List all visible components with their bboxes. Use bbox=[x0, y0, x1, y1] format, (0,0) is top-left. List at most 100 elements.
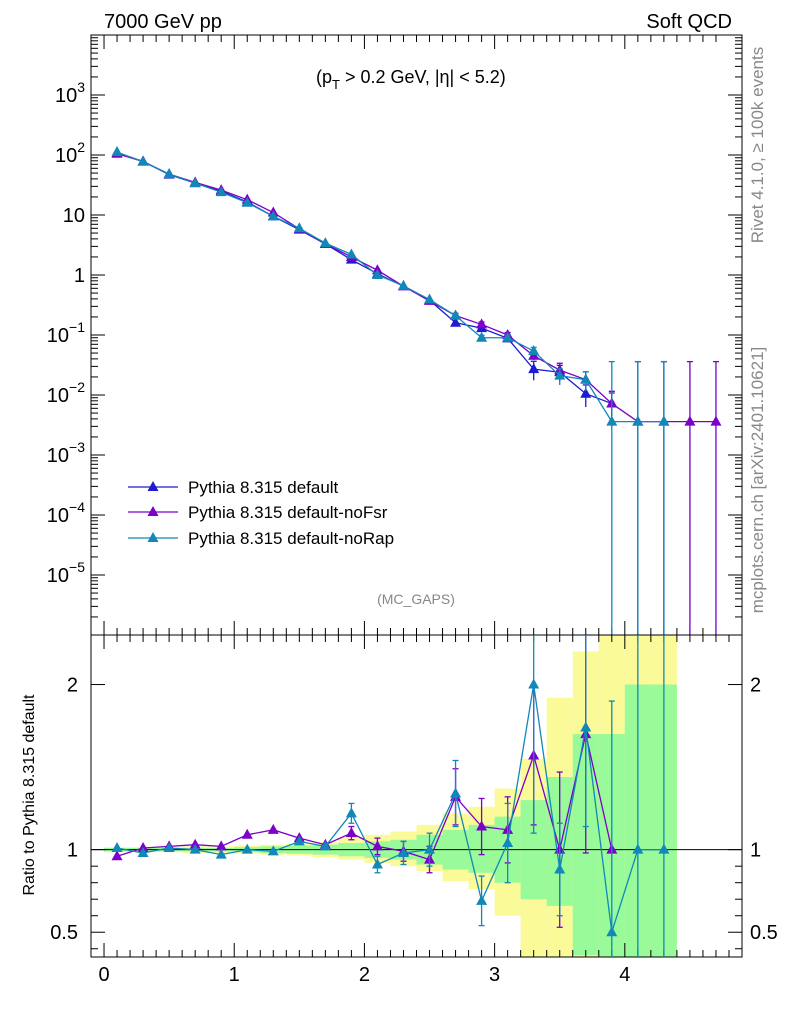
ratio-data-point bbox=[450, 787, 462, 798]
main-data-point bbox=[241, 196, 253, 207]
ratio-xtick-label: 1 bbox=[229, 964, 240, 986]
ratio-bands bbox=[104, 635, 677, 957]
ratio-data-point bbox=[241, 828, 253, 839]
ratio-series bbox=[111, 635, 670, 957]
ratio-xtick-label: 4 bbox=[619, 964, 630, 986]
ratio-ytick-label-right: 2 bbox=[750, 675, 761, 697]
main-series-line bbox=[116, 151, 613, 405]
cut-annotation: (pT > 0.2 GeV, |η| < 5.2) bbox=[316, 67, 506, 92]
legend-entry-norap: Pythia 8.315 default-noRap bbox=[128, 529, 394, 548]
ratio-data-point bbox=[371, 858, 383, 869]
ratio-data-point bbox=[476, 820, 488, 831]
main-data-point bbox=[580, 387, 592, 398]
ratio-data-point bbox=[345, 827, 357, 838]
main-data-point bbox=[319, 237, 331, 248]
ratio-data-point bbox=[267, 823, 279, 834]
main-data-point bbox=[476, 331, 488, 342]
ratio-data-point bbox=[476, 894, 488, 905]
legend-entry-nofsr: Pythia 8.315 default-noFsr bbox=[128, 503, 388, 522]
main-ytick-label: 10−4 bbox=[47, 499, 85, 527]
main-data-point bbox=[215, 186, 227, 197]
legend: Pythia 8.315 default Pythia 8.315 defaul… bbox=[128, 478, 394, 548]
main-data-point bbox=[632, 415, 644, 426]
header-process-label: Soft QCD bbox=[646, 11, 732, 33]
ratio-data-point bbox=[189, 843, 201, 854]
header-collision-label: 7000 GeV pp bbox=[104, 11, 222, 33]
main-data-point bbox=[111, 146, 123, 157]
main-data-point bbox=[684, 415, 696, 426]
main-data-point bbox=[345, 248, 357, 259]
ratio-ytick-label-left: 1 bbox=[67, 840, 78, 862]
main-data-point bbox=[293, 222, 305, 233]
legend-entry-default: Pythia 8.315 default bbox=[128, 478, 339, 497]
mcplots-label: mcplots.cern.ch [arXiv:2401.10621] bbox=[748, 347, 767, 613]
main-data-point bbox=[450, 316, 462, 327]
main-data-point bbox=[397, 279, 409, 290]
ratio-data-point bbox=[215, 848, 227, 859]
main-ytick-label: 10 bbox=[63, 205, 85, 227]
ratio-data-point bbox=[371, 840, 383, 851]
main-data-point bbox=[424, 293, 436, 304]
ratio-data-point bbox=[267, 845, 279, 856]
ratio-data-point bbox=[424, 843, 436, 854]
analysis-watermark: (MC_GAPS) bbox=[377, 591, 455, 607]
ratio-data-point bbox=[111, 850, 123, 861]
ratio-data-point bbox=[137, 846, 149, 857]
main-data-point bbox=[554, 369, 566, 380]
ratio-data-point bbox=[632, 843, 644, 854]
ratio-data-point bbox=[163, 842, 175, 853]
legend-label-norap: Pythia 8.315 default-noRap bbox=[188, 529, 394, 548]
legend-label-default: Pythia 8.315 default bbox=[188, 478, 339, 497]
main-data-point bbox=[528, 363, 540, 374]
ratio-data-point bbox=[502, 837, 514, 848]
main-ytick-label: 10−1 bbox=[47, 319, 85, 347]
main-data-point bbox=[450, 309, 462, 320]
main-ytick-label: 10−3 bbox=[47, 439, 85, 467]
main-series-line bbox=[116, 153, 716, 423]
main-data-point bbox=[606, 415, 618, 426]
ratio-ylabel: Ratio to Pythia 8.315 default bbox=[21, 694, 38, 896]
main-ytick-label: 102 bbox=[55, 139, 85, 167]
ratio-ytick-label-right: 0.5 bbox=[750, 922, 778, 944]
ratio-xtick-label: 0 bbox=[98, 964, 109, 986]
ratio-data-point bbox=[215, 840, 227, 851]
ratio-data-point bbox=[345, 807, 357, 818]
main-data-point bbox=[137, 155, 149, 166]
ratio-data-point bbox=[241, 843, 253, 854]
main-data-point bbox=[580, 373, 592, 384]
ratio-data-point bbox=[293, 835, 305, 846]
ratio-data-point bbox=[397, 846, 409, 857]
main-data-point bbox=[163, 168, 175, 179]
ratio-ytick-label-right: 1 bbox=[750, 840, 761, 862]
ratio-axes: 0.5 0.5 1 1 2 2 0 1 2 3 4 bbox=[50, 634, 778, 986]
ratio-xtick-label: 3 bbox=[489, 964, 500, 986]
ratio-data-point bbox=[528, 678, 540, 689]
main-ytick-label: 1 bbox=[74, 265, 85, 287]
main-data-point bbox=[267, 210, 279, 221]
main-ytick-label: 10−2 bbox=[47, 379, 85, 407]
ratio-data-point bbox=[554, 863, 566, 874]
main-data-point bbox=[528, 345, 540, 356]
ratio-data-point bbox=[658, 843, 670, 854]
main-data-point bbox=[476, 318, 488, 329]
main-ytick-label: 10−5 bbox=[47, 559, 85, 587]
main-ytick-label: 103 bbox=[55, 79, 85, 107]
main-data-point bbox=[710, 415, 722, 426]
ratio-ytick-label-left: 0.5 bbox=[50, 922, 78, 944]
ratio-xtick-label: 2 bbox=[359, 964, 370, 986]
ratio-ytick-label-left: 2 bbox=[67, 675, 78, 697]
main-data-point bbox=[502, 331, 514, 342]
ratio-data-point bbox=[580, 721, 592, 732]
legend-label-nofsr: Pythia 8.315 default-noFsr bbox=[188, 503, 388, 522]
ratio-data-point bbox=[111, 842, 123, 853]
ratio-data-point bbox=[606, 926, 618, 937]
main-series bbox=[111, 146, 722, 635]
main-series-line bbox=[116, 151, 664, 423]
rivet-version-label: Rivet 4.1.0, ≥ 100k events bbox=[748, 47, 767, 243]
ratio-series-line bbox=[116, 684, 664, 933]
main-data-point bbox=[189, 177, 201, 188]
main-data-point bbox=[371, 269, 383, 279]
ratio-data-point bbox=[319, 840, 331, 851]
